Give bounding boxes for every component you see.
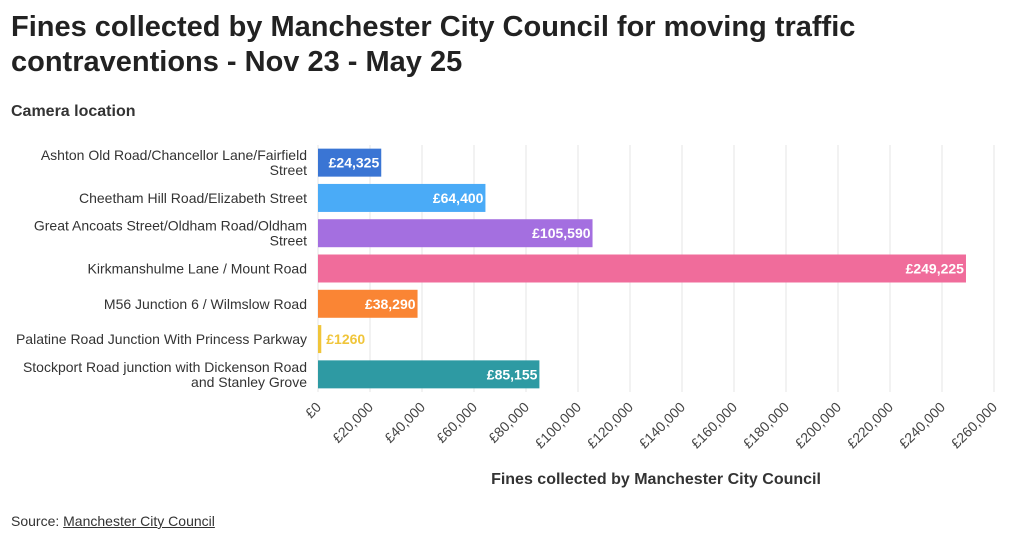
category-label: Cheetham Hill Road/Elizabeth Street: [79, 190, 307, 206]
bar-chart: £24,325 £64,400 £105,590 £249,225 £38,290 £12…: [16, 145, 1000, 488]
bar-value-label: £38,290: [365, 296, 416, 312]
bar-value-label: £64,400: [433, 190, 484, 206]
category-labels: Ashton Old Road/Chancellor Lane/Fairfiel…: [16, 147, 307, 390]
bar-value-label: £105,590: [532, 225, 591, 241]
category-label: Kirkmanshulme Lane / Mount Road: [88, 261, 307, 277]
x-tick-labels: £0 £20,000 £40,000 £60,000 £80,000 £100,000 £1…: [302, 399, 1000, 452]
bar: [318, 219, 593, 248]
x-tick-label: £200,000: [792, 399, 845, 452]
x-tick-label: £160,000: [688, 399, 741, 452]
x-tick-label: £240,000: [896, 399, 949, 452]
category-label: Palatine Road Junction With Princess Par…: [16, 331, 307, 347]
source-link[interactable]: Manchester City Council: [63, 513, 215, 529]
bars: £24,325 £64,400 £105,590 £249,225 £38,290 £12…: [318, 148, 966, 389]
x-tick-label: £60,000: [433, 399, 480, 446]
x-tick-label: £40,000: [381, 399, 428, 446]
bar: [318, 325, 322, 354]
bar: [318, 183, 486, 212]
category-label: Ashton Old Road/Chancellor Lane/Fairfiel…: [41, 147, 307, 178]
bar-value-label: £24,325: [329, 155, 380, 171]
bar: [318, 289, 418, 318]
x-tick-label: £140,000: [636, 399, 689, 452]
category-label: Great Ancoats Street/Oldham Road/Oldham S…: [34, 218, 307, 249]
x-tick-label: £20,000: [329, 399, 376, 446]
x-tick-label: £80,000: [485, 399, 532, 446]
chart-title: Fines collected by Manchester City Counc…: [11, 11, 856, 78]
x-tick-label: £220,000: [844, 399, 897, 452]
bar-value-label: £1260: [326, 331, 365, 347]
x-tick-label: £0: [302, 399, 324, 421]
y-axis-title: Camera location: [11, 103, 136, 120]
category-label: M56 Junction 6 / Wilmslow Road: [104, 296, 307, 312]
source-note: Source: Manchester City Council: [11, 513, 215, 529]
x-axis-title: Fines collected by Manchester City Counc…: [491, 471, 821, 488]
x-tick-label: £120,000: [584, 399, 637, 452]
category-label: Stockport Road junction with Dickenson R…: [23, 359, 307, 390]
source-prefix: Source:: [11, 513, 64, 529]
bar: [318, 254, 966, 283]
x-tick-label: £180,000: [740, 399, 793, 452]
x-tick-label: £260,000: [948, 399, 1001, 452]
bar-value-label: £85,155: [487, 366, 538, 382]
bar-value-label: £249,225: [906, 261, 965, 277]
x-tick-label: £100,000: [532, 399, 585, 452]
bar: [318, 360, 540, 389]
bar: [318, 148, 382, 177]
